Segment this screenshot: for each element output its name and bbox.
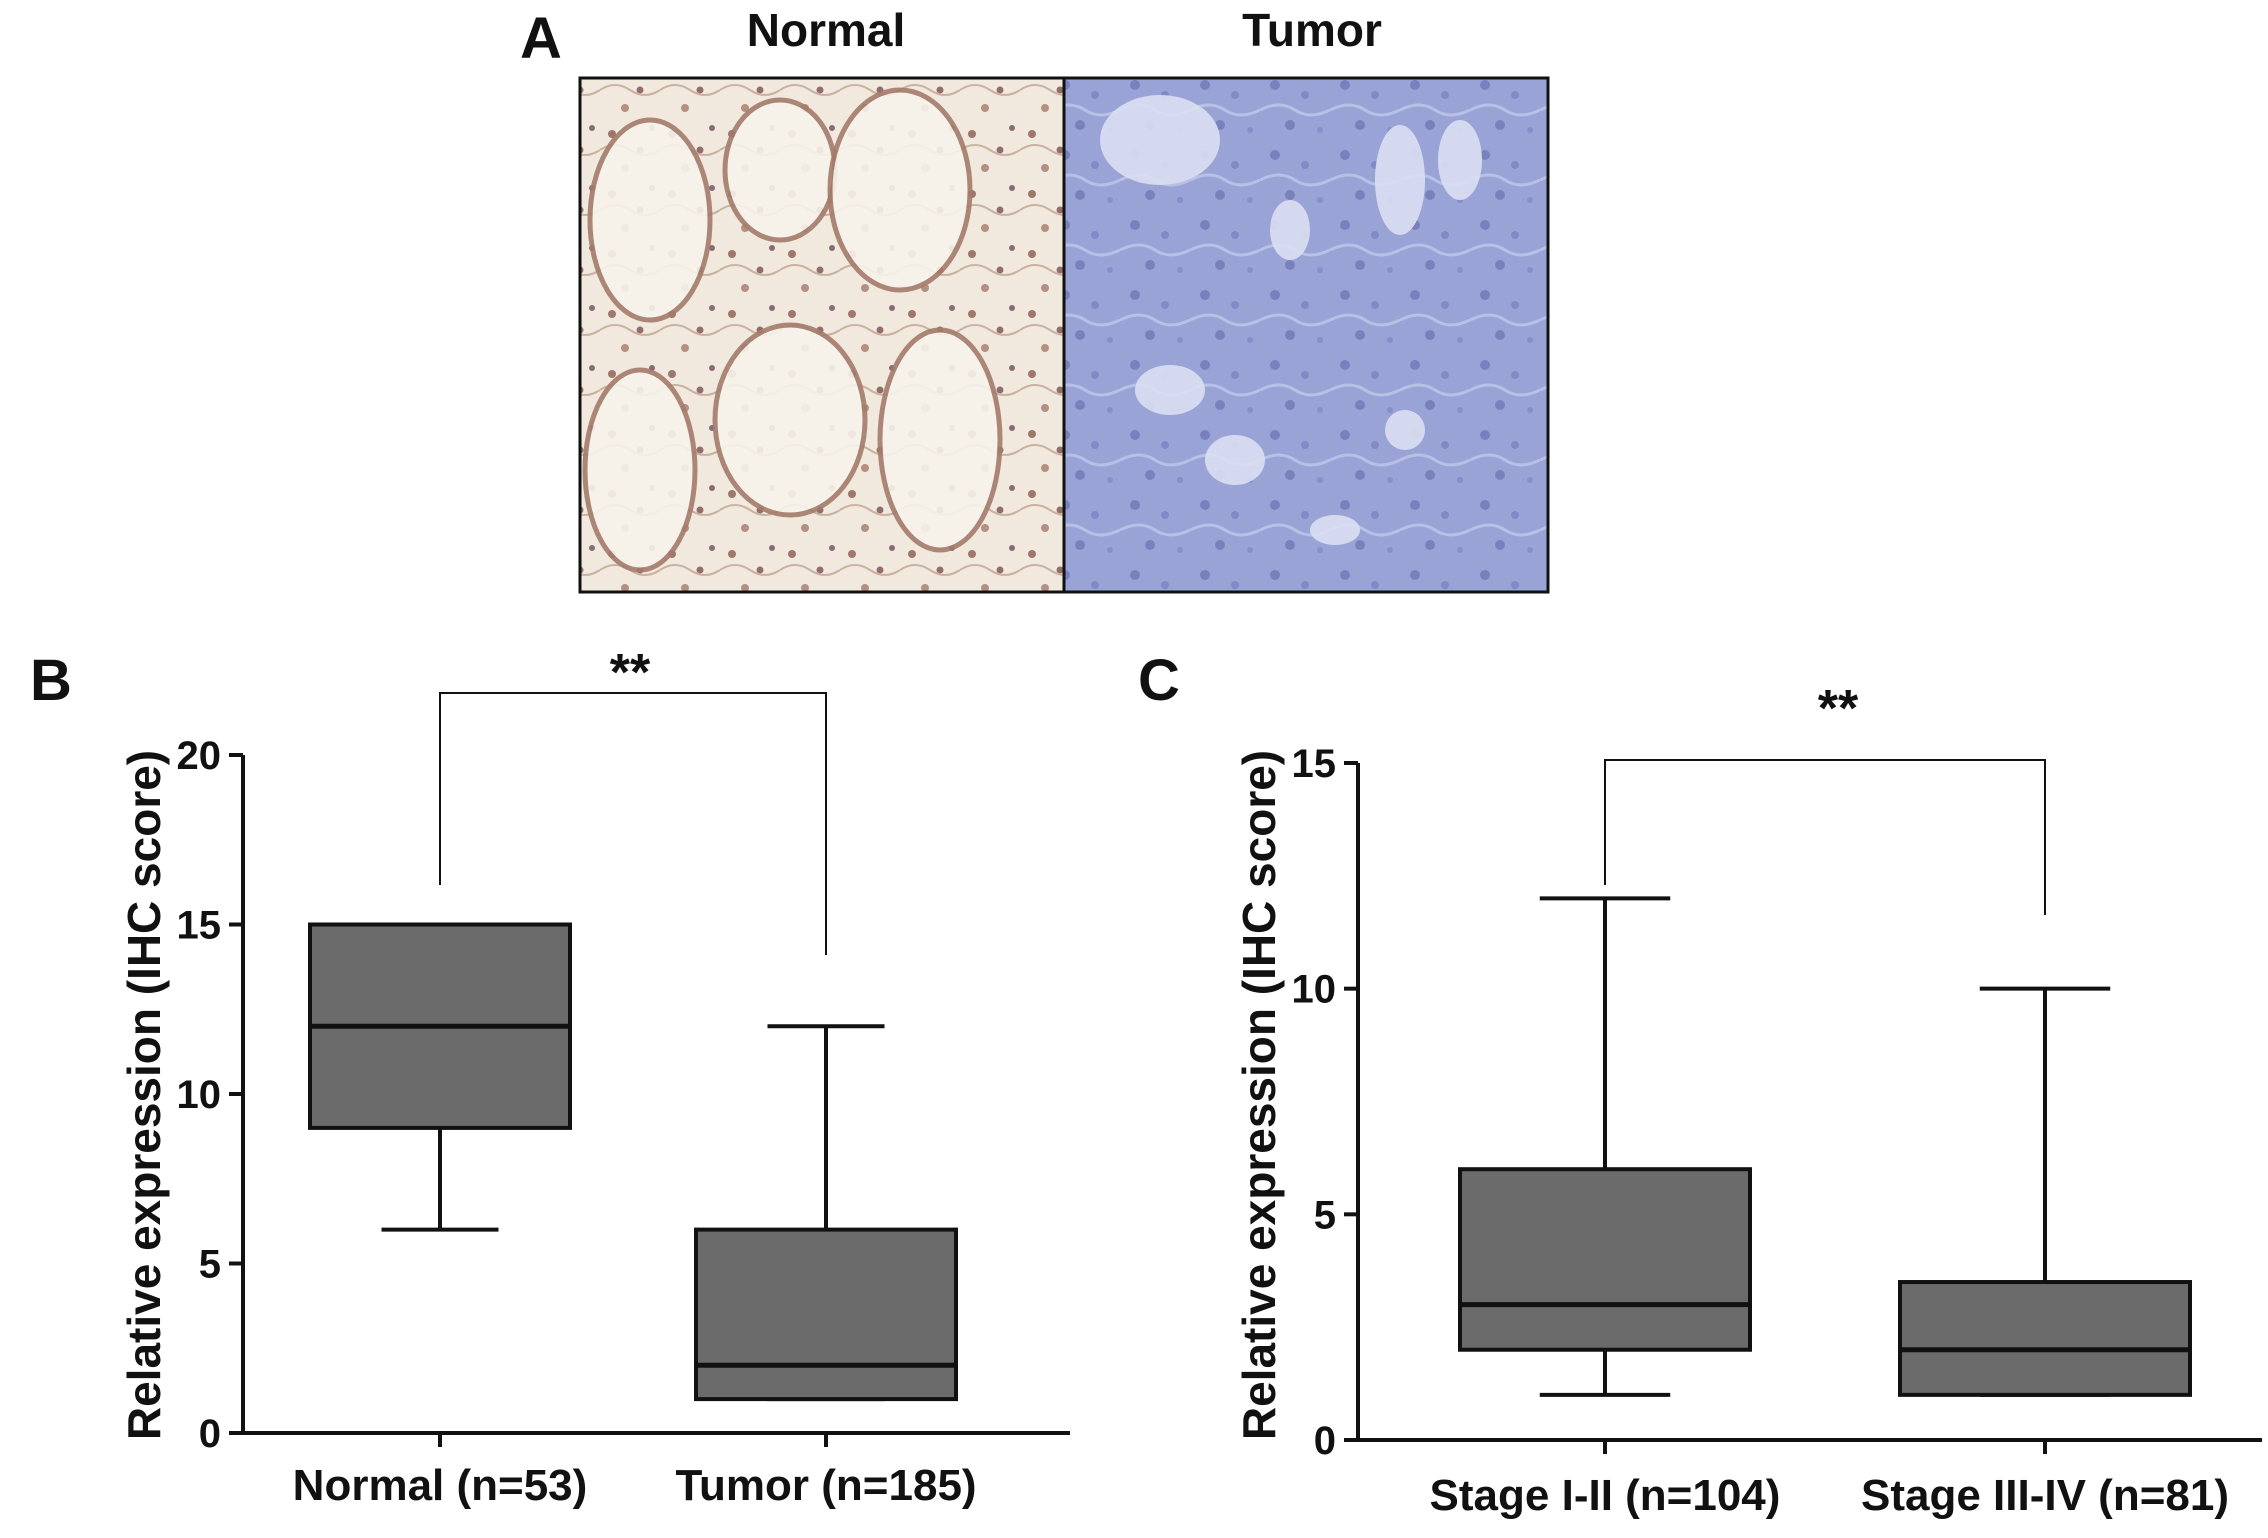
significance-c: **	[1818, 680, 1859, 738]
panel-b-letter: B	[30, 648, 72, 713]
y-tick-label: 5	[1314, 1193, 1336, 1237]
y-axis-label-b: Relative expression (IHC score)	[118, 750, 170, 1440]
tumor-tissue-image	[1062, 76, 1550, 594]
x-category-label: Stage III-IV (n=81)	[1861, 1471, 2229, 1520]
x-category-label: Normal (n=53)	[293, 1461, 588, 1510]
y-tick-label: 15	[177, 904, 222, 948]
x-category-label: Tumor (n=185)	[675, 1461, 976, 1510]
y-tick-label: 5	[199, 1243, 221, 1287]
panel-c-letter: C	[1138, 648, 1180, 713]
significance-bracket	[1604, 759, 2046, 915]
chart-panel-c: C Relative expression (IHC score) ** 0 5 1…	[1138, 648, 2262, 1520]
y-tick-label: 10	[1292, 968, 1337, 1012]
box	[694, 1227, 958, 1402]
chart-panel-b: B Relative expression (IHC score) ** 051…	[30, 644, 1070, 1510]
tumor-image-title: Tumor	[1242, 4, 1382, 56]
box	[1898, 1280, 2192, 1397]
box	[1458, 1167, 1752, 1352]
normal-image-title: Normal	[747, 4, 905, 56]
y-axis-label-c: Relative expression (IHC score)	[1233, 750, 1285, 1440]
y-tick-label: 10	[177, 1073, 222, 1117]
normal-tissue-image	[578, 76, 1066, 594]
significance-bracket	[439, 692, 827, 955]
x-category-label: Stage I-II (n=104)	[1430, 1471, 1781, 1520]
y-tick-label: 0	[1314, 1419, 1336, 1463]
y-tick-label: 0	[199, 1412, 221, 1456]
y-tick-label: 20	[177, 734, 222, 778]
y-tick-label: 15	[1292, 742, 1337, 786]
panel-a-letter: A	[520, 6, 562, 71]
